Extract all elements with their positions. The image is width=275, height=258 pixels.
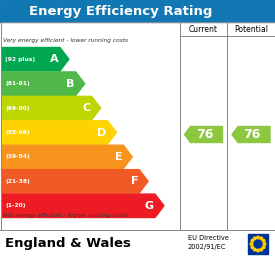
Polygon shape <box>2 47 69 71</box>
Circle shape <box>260 237 263 240</box>
Text: England & Wales: England & Wales <box>5 238 131 251</box>
Circle shape <box>251 239 254 242</box>
Text: F: F <box>131 176 138 186</box>
Polygon shape <box>2 72 85 95</box>
Text: (21-38): (21-38) <box>5 179 30 184</box>
Circle shape <box>262 246 265 248</box>
Text: Current: Current <box>189 25 218 34</box>
Circle shape <box>254 248 256 251</box>
Text: (55-68): (55-68) <box>5 130 29 135</box>
Text: B: B <box>67 79 75 89</box>
Bar <box>0 0 275 22</box>
Circle shape <box>250 243 253 245</box>
Bar <box>1 22 274 230</box>
Polygon shape <box>2 121 116 144</box>
Text: G: G <box>145 201 154 211</box>
Text: 76: 76 <box>244 128 261 141</box>
Bar <box>0 230 275 258</box>
Circle shape <box>251 246 254 248</box>
Text: Energy Efficiency Rating: Energy Efficiency Rating <box>29 4 213 18</box>
Circle shape <box>263 243 266 245</box>
Text: D: D <box>97 127 106 138</box>
Text: E: E <box>115 152 122 162</box>
Circle shape <box>257 249 259 252</box>
Polygon shape <box>185 126 222 142</box>
Polygon shape <box>2 96 101 120</box>
Circle shape <box>262 239 265 242</box>
Text: (81-91): (81-91) <box>5 81 30 86</box>
Polygon shape <box>2 145 132 169</box>
Polygon shape <box>2 194 164 217</box>
Bar <box>248 234 268 254</box>
Polygon shape <box>2 170 148 193</box>
Text: Potential: Potential <box>234 25 268 34</box>
Text: Very energy efficient - lower running costs: Very energy efficient - lower running co… <box>3 38 128 43</box>
Text: (92 plus): (92 plus) <box>5 57 35 62</box>
Text: (69-80): (69-80) <box>5 106 29 111</box>
Circle shape <box>260 248 263 251</box>
Text: (1-20): (1-20) <box>5 203 26 208</box>
Text: EU Directive
2002/91/EC: EU Directive 2002/91/EC <box>188 236 229 249</box>
Text: 76: 76 <box>196 128 213 141</box>
Text: A: A <box>50 54 59 64</box>
Text: C: C <box>82 103 91 113</box>
Text: (39-54): (39-54) <box>5 155 30 159</box>
Circle shape <box>257 236 259 239</box>
Circle shape <box>254 237 256 240</box>
Polygon shape <box>232 126 270 142</box>
Text: Not energy efficient - higher running costs: Not energy efficient - higher running co… <box>3 213 128 218</box>
